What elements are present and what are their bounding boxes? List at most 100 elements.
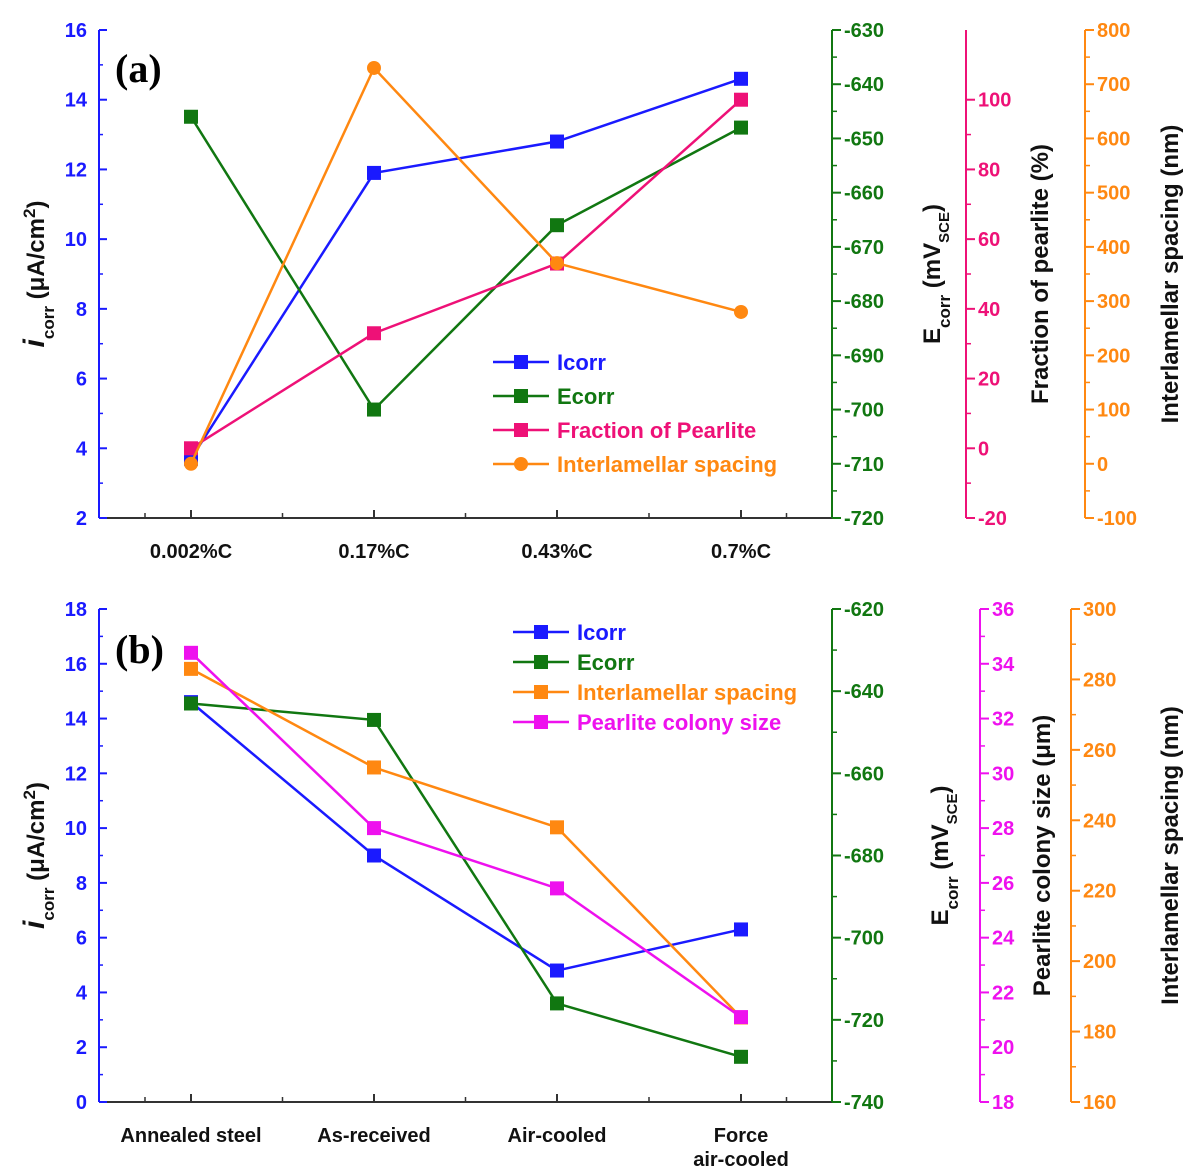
legend-label-ecorr: Ecorr [577, 650, 635, 675]
left-axis-tick-label: 8 [76, 873, 87, 895]
point-interlamellar-spacing-annealed-steel [184, 661, 198, 676]
point-fraction-of-pearlite-0-7-c [734, 92, 748, 107]
point-ecorr-0-002-c [184, 109, 198, 124]
panel-label: (b) [115, 627, 164, 672]
point-ecorr-air-cooled [550, 996, 564, 1011]
colony-axis-tick-label: 22 [992, 982, 1014, 1004]
left-axis-tick-label: 14 [65, 90, 88, 112]
legend-label-interlamellar-spacing: Interlamellar spacing [557, 452, 777, 477]
x-tick-label-0-002-c: 0.002%C [150, 541, 232, 563]
left-axis-tick-label: 2 [76, 508, 87, 530]
colony-axis-tick-label: 20 [992, 1037, 1014, 1059]
spacing-axis-tick-label: 200 [1097, 345, 1130, 367]
left-axis-tick-label: 12 [65, 763, 87, 785]
series-line-fraction-of-pearlite [190, 98, 742, 450]
left-axis-tick-label: 18 [65, 599, 87, 621]
spacing-axis-tick-label: 280 [1083, 669, 1116, 691]
spacing-axis-tick-label: 600 [1097, 128, 1130, 150]
point-pearlite-colony-size-annealed-steel [184, 645, 198, 660]
point-interlamellar-spacing-0-17-c [367, 60, 381, 75]
colony-axis-tick-label: 30 [992, 763, 1014, 785]
colony-axis-tick-label: 26 [992, 873, 1014, 895]
x-tick-label-air-cooled: Air-cooled [508, 1125, 607, 1147]
left-axis-tick-label: 6 [76, 369, 87, 391]
panel-a-chart: 2 4 6 8 10 12 14 16 0.002%C 0.17%C 0.43%C 0.7%C -720… [18, 20, 1184, 563]
legend-label-pearlite-colony-size: Pearlite colony size [577, 710, 781, 735]
spacing-axis-tick-label: -100 [1097, 508, 1137, 530]
spacing-axis-tick-label: 300 [1083, 599, 1116, 621]
left-axis-tick-label: 10 [65, 229, 87, 251]
point-ecorr-force-air-cooled [734, 1049, 748, 1064]
legend-label-icorr: Icorr [557, 350, 606, 375]
left-axis-tick-label: 16 [65, 654, 87, 676]
legend-label-ecorr: Ecorr [557, 384, 615, 409]
fraction-axis-tick-label: 40 [978, 299, 1000, 321]
legend-label-fraction-of-pearlite: Fraction of Pearlite [557, 418, 756, 443]
left-axis-tick-label: 10 [65, 818, 87, 840]
colony-axis-tick-label: 34 [992, 654, 1015, 676]
point-icorr-0-43-c [550, 134, 564, 149]
spacing-axis-tick-label: 800 [1097, 20, 1130, 42]
legend-marker-pearlite-colony-size [534, 715, 548, 729]
point-icorr-0-7-c [734, 71, 748, 86]
spacing-axis-tick-label: 200 [1083, 951, 1116, 973]
fraction-axis-tick-label: 0 [978, 438, 989, 460]
x-tick-label-0-43-c: 0.43%C [521, 541, 592, 563]
point-ecorr-annealed-steel [184, 696, 198, 711]
legend-marker-icorr [514, 355, 528, 369]
point-ecorr-0-43-c [550, 218, 564, 233]
series-line-ecorr [190, 702, 742, 1059]
spacing-axis-tick-label: 180 [1083, 1022, 1116, 1044]
point-ecorr-0-17-c [367, 402, 381, 417]
ecorr-axis-tick-label: -680 [844, 291, 884, 313]
point-pearlite-colony-size-as-received [367, 821, 381, 836]
series-line-interlamellar-spacing [190, 667, 742, 1019]
colony-axis-tick-label: 32 [992, 709, 1014, 731]
spacing-axis-title: Interlamellar spacing (nm) [1157, 706, 1184, 1005]
x-tick-label-0-17-c: 0.17%C [338, 541, 409, 563]
spacing-axis-tick-label: 0 [1097, 454, 1108, 476]
point-pearlite-colony-size-air-cooled [550, 881, 564, 896]
series-line-ecorr [189, 116, 742, 412]
spacing-axis-tick-label: 300 [1097, 291, 1130, 313]
colony-axis-tick-label: 28 [992, 818, 1014, 840]
legend-marker-icorr [534, 625, 548, 639]
series-line-interlamellar-spacing [189, 65, 742, 465]
ecorr-axis-tick-label: -690 [844, 345, 884, 367]
point-icorr-0-17-c [367, 165, 381, 180]
legend: Icorr Ecorr Fraction of Pearlite Interlamel… [493, 350, 777, 477]
ecorr-axis-tick-label: -640 [844, 74, 884, 96]
fraction-axis-tick-label: 100 [978, 90, 1011, 112]
left-axis-tick-label: 4 [76, 982, 88, 1004]
point-pearlite-colony-size-force-air-cooled [734, 1010, 748, 1025]
colony-axis-tick-label: 24 [992, 928, 1015, 950]
fraction-axis-title: Fraction of pearlite (%) [1027, 144, 1054, 404]
point-interlamellar-spacing-0-43-c [550, 256, 564, 271]
ecorr-axis-tick-label: -700 [844, 928, 884, 950]
ecorr-axis-tick-label: -630 [844, 20, 884, 42]
ecorr-axis-title: Ecorr (mVSCE) [927, 786, 962, 926]
ecorr-axis-tick-label: -740 [844, 1092, 884, 1114]
ecorr-axis-tick-label: -660 [844, 183, 884, 205]
legend-marker-interlamellar-spacing [514, 457, 528, 471]
left-axis-tick-label: 0 [76, 1092, 87, 1114]
point-interlamellar-spacing-air-cooled [550, 820, 564, 835]
ecorr-axis-tick-label: -720 [844, 1010, 884, 1032]
left-axis-tick-label: 8 [76, 299, 87, 321]
legend-marker-fraction-of-pearlite [514, 423, 528, 437]
fraction-axis-tick-label: 60 [978, 229, 1000, 251]
left-axis-tick-label: 16 [65, 20, 87, 42]
colony-axis-tick-label: 36 [992, 599, 1014, 621]
spacing-axis-title: Interlamellar spacing (nm) [1157, 125, 1184, 424]
point-fraction-of-pearlite-0-002-c [184, 441, 198, 456]
icorr-axis-title: icorr (μA/cm2) [18, 201, 58, 348]
left-axis-tick-label: 4 [76, 438, 88, 460]
point-interlamellar-spacing-as-received [367, 760, 381, 775]
left-axis-tick-label: 6 [76, 928, 87, 950]
ecorr-axis-tick-label: -670 [844, 237, 884, 259]
legend-label-interlamellar-spacing: Interlamellar spacing [577, 680, 797, 705]
ecorr-axis-tick-label: -650 [844, 128, 884, 150]
legend-marker-ecorr [534, 655, 548, 669]
spacing-axis-tick-label: 240 [1083, 810, 1116, 832]
